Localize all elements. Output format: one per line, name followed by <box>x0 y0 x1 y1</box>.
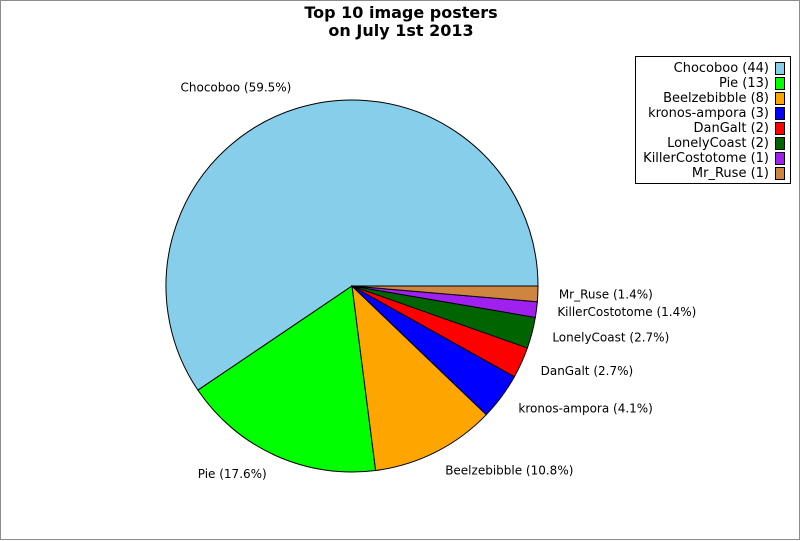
legend-label: Beelzebibble (8) <box>663 91 769 106</box>
chart-title: Top 10 image posters on July 1st 2013 <box>1 4 800 40</box>
slice-label-mr-ruse: Mr_Ruse (1.4%) <box>559 287 653 301</box>
legend-label: kronos-ampora (3) <box>648 106 769 121</box>
legend-entry-pie: Pie (13) <box>719 76 785 91</box>
legend-swatch <box>775 62 785 75</box>
legend-label: Mr_Ruse (1) <box>691 166 769 181</box>
pie-slice-beelzebibble <box>351 284 487 472</box>
chart-title-line-2: on July 1st 2013 <box>328 21 474 40</box>
legend-entry-beelzebibble: Beelzebibble (8) <box>663 91 785 106</box>
legend-label: KillerCostotome (1) <box>643 151 769 166</box>
chart-title-line-1: Top 10 image posters <box>304 3 498 22</box>
slice-label-chocoboo: Chocoboo (59.5%) <box>181 81 292 95</box>
legend-entry-dangalt: DanGalt (2) <box>693 121 785 136</box>
legend-entry-chocoboo: Chocoboo (44) <box>674 61 785 76</box>
legend-swatch <box>775 137 785 150</box>
legend-swatch <box>775 152 785 165</box>
legend-label: Chocoboo (44) <box>673 61 769 76</box>
legend-label: Pie (13) <box>719 76 769 91</box>
slice-label-killercostotome: KillerCostotome (1.4%) <box>557 305 696 319</box>
legend-swatch <box>775 77 785 90</box>
legend-swatch <box>775 122 785 135</box>
legend-swatch <box>775 92 785 105</box>
legend-swatch <box>775 167 785 180</box>
legend-entry-mr-ruse: Mr_Ruse (1) <box>692 166 785 181</box>
slice-label-pie: Pie (17.6%) <box>198 467 267 481</box>
legend-entry-kronos-ampora: kronos-ampora (3) <box>648 106 785 121</box>
legend-swatch <box>775 107 785 120</box>
slice-label-dangalt: DanGalt (2.7%) <box>541 364 634 378</box>
slice-label-lonelycoast: LonelyCoast (2.7%) <box>552 331 669 345</box>
legend: Chocoboo (44) Pie (13) Beelzebibble (8) kro… <box>635 56 791 184</box>
slice-label-beelzebibble: Beelzebibble (10.8%) <box>445 463 573 477</box>
pie-slice-mr-ruse <box>351 285 539 303</box>
pie-slice-chocoboo <box>165 99 539 391</box>
legend-label: DanGalt (2) <box>693 121 769 136</box>
legend-entry-killercostotome: KillerCostotome (1) <box>643 151 785 166</box>
legend-label: LonelyCoast (2) <box>667 136 769 151</box>
pie-slice-pie <box>197 285 377 473</box>
slice-label-kronos-ampora: kronos-ampora (4.1%) <box>518 402 652 416</box>
legend-entry-lonelycoast: LonelyCoast (2) <box>667 136 785 151</box>
